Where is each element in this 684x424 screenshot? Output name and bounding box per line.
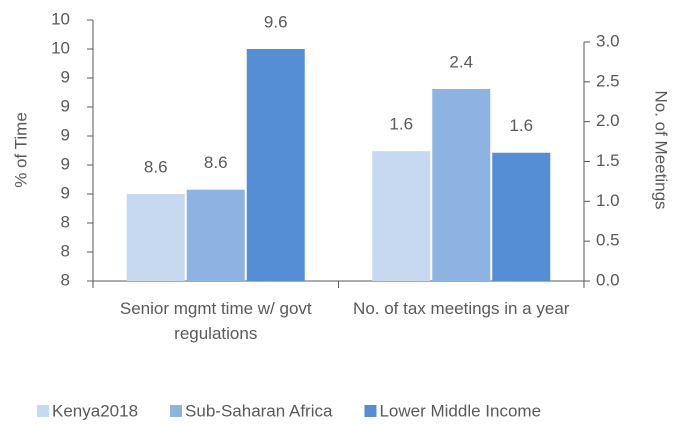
y2-tick-label: 2.0	[596, 111, 620, 130]
legend-swatch	[170, 405, 183, 417]
bar	[432, 89, 491, 282]
data-label: 1.6	[509, 116, 533, 135]
data-label: 8.6	[204, 153, 228, 172]
y-tick-label: 9	[61, 154, 70, 173]
bar	[492, 152, 551, 281]
legend-swatch	[364, 405, 377, 417]
y-tick-label: 9	[61, 125, 70, 144]
y2-axis-title: No. of Meetings	[652, 90, 671, 209]
y2-tick-label: 2.5	[596, 71, 620, 90]
data-label: 1.6	[389, 115, 413, 134]
bar	[186, 189, 245, 281]
legend-label: Kenya2018	[52, 401, 138, 420]
data-label: 8.6	[144, 157, 168, 176]
x-tick-label: Senior mgmt time w/ govt regulations	[119, 299, 312, 343]
y-tick-label: 8	[61, 212, 70, 231]
bar	[126, 194, 185, 281]
bar	[372, 151, 431, 281]
legend-swatch	[37, 405, 49, 417]
y-tick-label: 8	[61, 241, 70, 260]
bar	[246, 49, 305, 281]
y2-tick-label: 0.0	[596, 270, 620, 289]
x-tick-label: No. of tax meetings in a year	[353, 299, 570, 318]
y-tick-label: 8	[61, 270, 70, 289]
data-label: 9.6	[264, 12, 288, 31]
legend-label: Sub-Saharan Africa	[185, 401, 333, 420]
y-tick-label: 9	[61, 183, 70, 202]
y-tick-label: 10	[51, 9, 70, 28]
legend-label: Lower Middle Income	[379, 401, 541, 420]
y-tick-label: 10	[51, 38, 70, 57]
y-tick-label: 9	[61, 96, 70, 115]
y2-tick-label: 1.0	[596, 191, 620, 210]
y2-tick-label: 3.0	[596, 31, 620, 50]
y2-tick-label: 1.5	[596, 151, 620, 170]
data-label: 2.4	[449, 52, 473, 71]
y-axis-title: % of Time	[11, 112, 30, 188]
y2-tick-label: 0.5	[596, 231, 620, 250]
y-tick-label: 9	[61, 67, 70, 86]
